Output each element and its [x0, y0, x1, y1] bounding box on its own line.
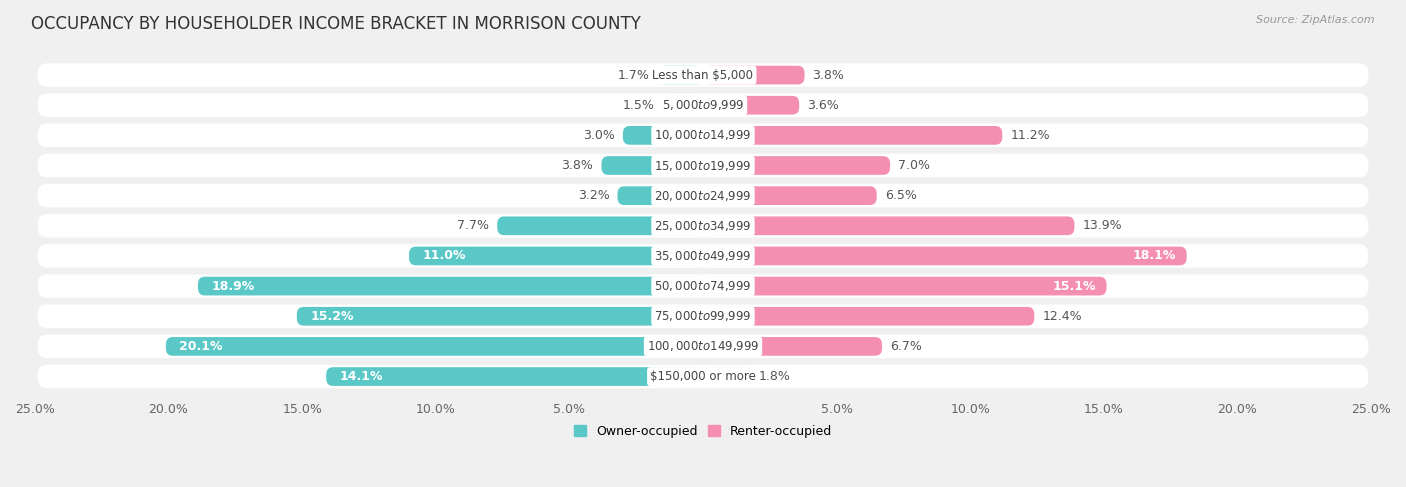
Text: Less than $5,000: Less than $5,000: [652, 69, 754, 81]
Text: 11.2%: 11.2%: [1011, 129, 1050, 142]
Text: 11.0%: 11.0%: [422, 249, 465, 262]
Text: 3.8%: 3.8%: [561, 159, 593, 172]
FancyBboxPatch shape: [498, 216, 703, 235]
Text: $25,000 to $34,999: $25,000 to $34,999: [654, 219, 752, 233]
FancyBboxPatch shape: [38, 304, 1368, 328]
Text: $75,000 to $99,999: $75,000 to $99,999: [654, 309, 752, 323]
Text: $100,000 to $149,999: $100,000 to $149,999: [647, 339, 759, 354]
FancyBboxPatch shape: [297, 307, 703, 326]
FancyBboxPatch shape: [38, 63, 1368, 87]
FancyBboxPatch shape: [703, 246, 1187, 265]
FancyBboxPatch shape: [658, 66, 703, 84]
Text: 18.1%: 18.1%: [1133, 249, 1175, 262]
FancyBboxPatch shape: [602, 156, 703, 175]
FancyBboxPatch shape: [703, 187, 877, 205]
FancyBboxPatch shape: [703, 277, 1107, 296]
FancyBboxPatch shape: [703, 216, 1074, 235]
FancyBboxPatch shape: [38, 214, 1368, 238]
Text: 13.9%: 13.9%: [1083, 219, 1122, 232]
FancyBboxPatch shape: [198, 277, 703, 296]
Text: 15.1%: 15.1%: [1052, 280, 1095, 293]
FancyBboxPatch shape: [38, 184, 1368, 207]
Text: 20.1%: 20.1%: [179, 340, 222, 353]
Text: $5,000 to $9,999: $5,000 to $9,999: [662, 98, 744, 112]
FancyBboxPatch shape: [38, 365, 1368, 388]
FancyBboxPatch shape: [703, 126, 1002, 145]
FancyBboxPatch shape: [617, 187, 703, 205]
Text: $20,000 to $24,999: $20,000 to $24,999: [654, 188, 752, 203]
FancyBboxPatch shape: [409, 246, 703, 265]
Text: 3.0%: 3.0%: [583, 129, 614, 142]
Text: 3.6%: 3.6%: [807, 99, 839, 112]
FancyBboxPatch shape: [38, 274, 1368, 298]
FancyBboxPatch shape: [38, 335, 1368, 358]
Text: $150,000 or more: $150,000 or more: [650, 370, 756, 383]
FancyBboxPatch shape: [703, 96, 799, 114]
FancyBboxPatch shape: [703, 307, 1035, 326]
FancyBboxPatch shape: [623, 126, 703, 145]
Text: $15,000 to $19,999: $15,000 to $19,999: [654, 158, 752, 172]
Text: 6.7%: 6.7%: [890, 340, 922, 353]
Text: 14.1%: 14.1%: [340, 370, 382, 383]
Text: 18.9%: 18.9%: [211, 280, 254, 293]
Text: $50,000 to $74,999: $50,000 to $74,999: [654, 279, 752, 293]
Text: 15.2%: 15.2%: [311, 310, 354, 323]
FancyBboxPatch shape: [703, 367, 751, 386]
Text: 3.2%: 3.2%: [578, 189, 609, 202]
FancyBboxPatch shape: [38, 244, 1368, 268]
Text: 3.8%: 3.8%: [813, 69, 845, 81]
Text: OCCUPANCY BY HOUSEHOLDER INCOME BRACKET IN MORRISON COUNTY: OCCUPANCY BY HOUSEHOLDER INCOME BRACKET …: [31, 15, 641, 33]
FancyBboxPatch shape: [703, 156, 890, 175]
Text: 1.8%: 1.8%: [759, 370, 792, 383]
Text: 7.0%: 7.0%: [898, 159, 931, 172]
FancyBboxPatch shape: [166, 337, 703, 356]
FancyBboxPatch shape: [703, 337, 882, 356]
FancyBboxPatch shape: [38, 94, 1368, 117]
Text: 1.5%: 1.5%: [623, 99, 655, 112]
Text: 1.7%: 1.7%: [617, 69, 650, 81]
Text: $10,000 to $14,999: $10,000 to $14,999: [654, 129, 752, 142]
FancyBboxPatch shape: [38, 124, 1368, 147]
FancyBboxPatch shape: [662, 96, 703, 114]
Text: 7.7%: 7.7%: [457, 219, 489, 232]
Text: 12.4%: 12.4%: [1042, 310, 1083, 323]
Legend: Owner-occupied, Renter-occupied: Owner-occupied, Renter-occupied: [568, 420, 838, 443]
Text: Source: ZipAtlas.com: Source: ZipAtlas.com: [1257, 15, 1375, 25]
Text: 6.5%: 6.5%: [884, 189, 917, 202]
FancyBboxPatch shape: [326, 367, 703, 386]
FancyBboxPatch shape: [703, 66, 804, 84]
FancyBboxPatch shape: [38, 154, 1368, 177]
Text: $35,000 to $49,999: $35,000 to $49,999: [654, 249, 752, 263]
